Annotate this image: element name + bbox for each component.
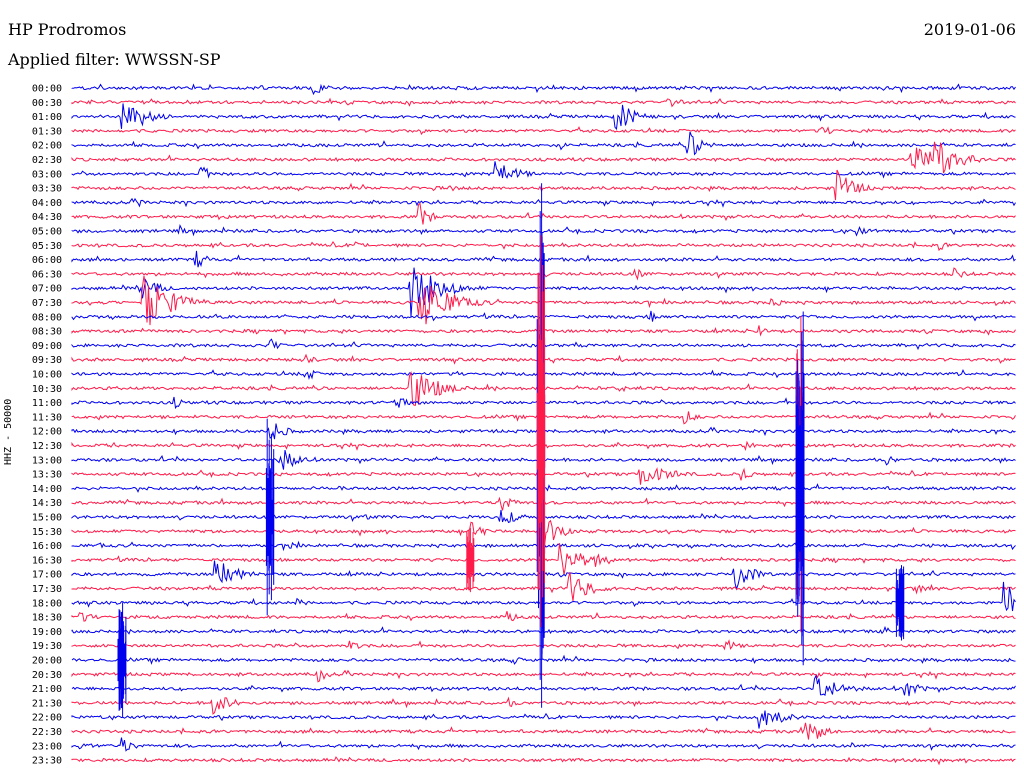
trace-line: [71, 710, 1016, 729]
time-tick-label: 19:30: [32, 641, 62, 652]
trace-line: [71, 737, 1016, 752]
time-tick-label: 18:00: [32, 598, 62, 609]
trace-line: [71, 97, 1016, 108]
time-tick-label: 02:00: [32, 141, 62, 152]
time-tick-label: 16:00: [32, 541, 62, 552]
time-tick-label: 12:00: [32, 427, 62, 438]
time-tick-label: 22:00: [32, 713, 62, 724]
time-tick-label: 05:30: [32, 241, 62, 252]
trace-line: [71, 169, 1016, 201]
trace-line: [71, 126, 1016, 136]
trace-line: [71, 202, 1016, 225]
trace-line: [71, 639, 1016, 651]
trace-line: [71, 722, 1016, 740]
time-tick-label: 21:00: [32, 684, 62, 695]
time-tick-label: 14:30: [32, 498, 62, 509]
time-tick-label: 08:00: [32, 312, 62, 323]
time-tick-label: 00:00: [32, 84, 62, 95]
trace-group: [71, 83, 1016, 766]
time-tick-label: 01:30: [32, 126, 62, 137]
time-tick-label: 06:00: [32, 255, 62, 266]
trace-line: [71, 240, 1016, 252]
filter-label: Applied filter: WWSSN-SP: [8, 50, 221, 69]
time-tick-label: 17:30: [32, 584, 62, 595]
time-tick-label: 10:00: [32, 370, 62, 381]
time-tick-label: 11:30: [32, 412, 62, 423]
time-tick-label: 12:30: [32, 441, 62, 452]
trace-line: [71, 756, 1016, 766]
trace-line: [71, 223, 1016, 237]
trace-line: [71, 141, 1016, 174]
trace-line: [71, 103, 1016, 131]
time-tick-label: 04:30: [32, 212, 62, 223]
time-tick-label: 09:30: [32, 355, 62, 366]
time-tick-label: 20:30: [32, 670, 62, 681]
trace-line: [71, 654, 1016, 665]
trace-line: [71, 161, 1016, 179]
event-spike: [795, 311, 805, 666]
event-spike: [265, 418, 275, 616]
time-tick-label: 03:30: [32, 184, 62, 195]
time-tick-label: 04:00: [32, 198, 62, 209]
time-tick-label: 03:00: [32, 169, 62, 180]
time-tick-label: 15:30: [32, 527, 62, 538]
time-tick-label: 19:00: [32, 627, 62, 638]
time-tick-label: 10:30: [32, 384, 62, 395]
time-tick-label: 17:00: [32, 570, 62, 581]
time-tick-labels: 00:00 00:30 01:00 01:30 02:00 02:30 03:00 03:30…: [32, 84, 62, 767]
time-tick-label: 05:00: [32, 227, 62, 238]
trace-line: [71, 83, 1016, 96]
trace-line: [71, 197, 1016, 208]
trace-line: [71, 696, 1016, 715]
time-tick-label: 16:30: [32, 555, 62, 566]
time-tick-label: 18:30: [32, 613, 62, 624]
time-tick-label: 07:30: [32, 298, 62, 309]
time-tick-label: 23:30: [32, 756, 62, 767]
event-spike: [895, 565, 905, 641]
time-tick-label: 20:00: [32, 656, 62, 667]
time-tick-label: 06:30: [32, 269, 62, 280]
time-tick-label: 15:00: [32, 513, 62, 524]
time-tick-label: 00:30: [32, 98, 62, 109]
time-tick-label: 07:00: [32, 284, 62, 295]
trace-line: [71, 669, 1016, 683]
time-tick-label: 22:30: [32, 727, 62, 738]
event-spike: [466, 527, 475, 593]
event-spike: [536, 235, 546, 628]
time-tick-label: 14:00: [32, 484, 62, 495]
time-tick-label: 13:00: [32, 455, 62, 466]
station-title: HP Prodromos: [8, 20, 127, 39]
time-tick-label: 11:00: [32, 398, 62, 409]
time-tick-label: 01:00: [32, 112, 62, 123]
time-tick-label: 02:30: [32, 155, 62, 166]
date-label: 2019-01-06: [923, 20, 1016, 39]
event-spike: [117, 602, 127, 718]
time-tick-label: 08:30: [32, 327, 62, 338]
time-tick-label: 09:00: [32, 341, 62, 352]
time-tick-label: 21:30: [32, 698, 62, 709]
time-tick-label: 23:00: [32, 741, 62, 752]
trace-line: [71, 131, 1016, 156]
time-tick-label: 13:30: [32, 470, 62, 481]
trace-line: [71, 674, 1016, 697]
